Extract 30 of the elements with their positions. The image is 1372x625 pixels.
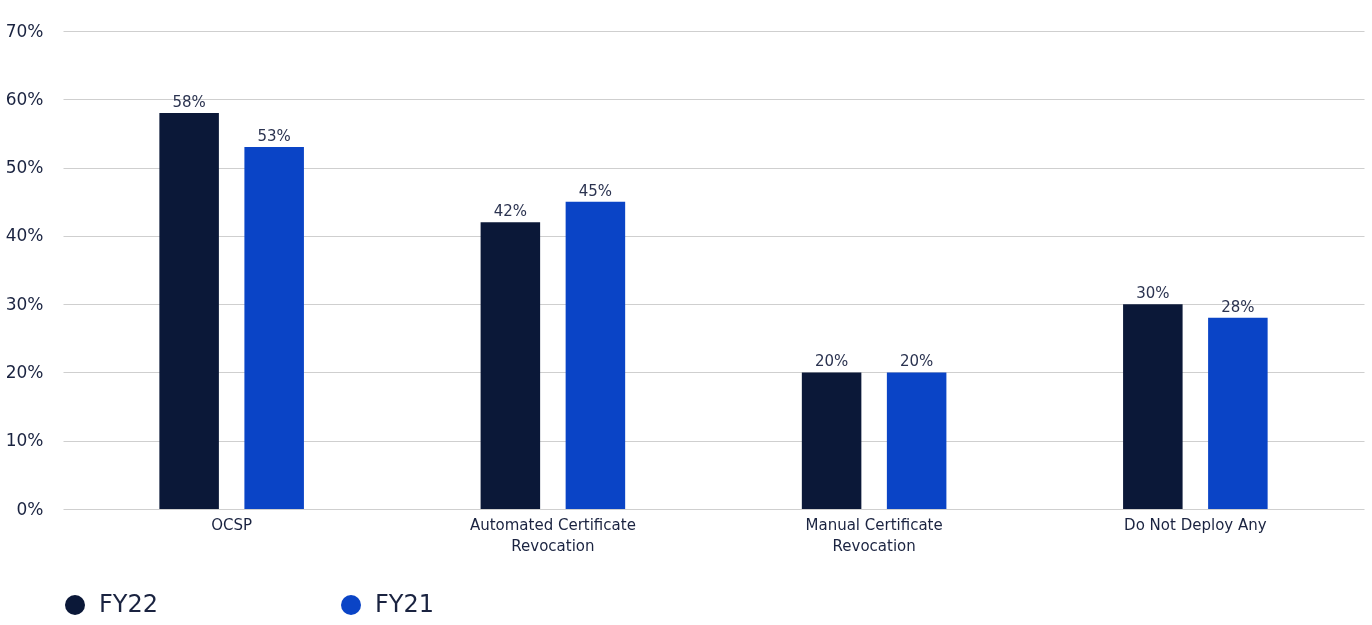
legend-label: FY22 <box>99 590 159 618</box>
bar <box>1208 317 1268 509</box>
y-tick-label: 30% <box>5 293 44 314</box>
x-tick-label: Do Not Deploy Any <box>1124 515 1267 534</box>
y-tick-label: 50% <box>5 157 44 178</box>
y-tick-label: 70% <box>5 20 44 41</box>
y-tick-label: 60% <box>5 88 44 109</box>
bar <box>1123 304 1183 509</box>
legend-label: FY21 <box>375 590 435 618</box>
data-label: 53% <box>257 127 291 146</box>
data-label: 42% <box>493 202 528 221</box>
data-label: 28% <box>1221 297 1255 316</box>
bar <box>565 201 626 509</box>
bar <box>244 147 304 509</box>
bar <box>801 372 862 509</box>
x-tick-label: Manual Certificate Revocation <box>805 515 943 555</box>
data-label: 58% <box>172 92 206 111</box>
y-tick-label: 20% <box>5 361 44 382</box>
data-label: 30% <box>1136 284 1170 303</box>
data-label: 20% <box>814 352 849 371</box>
x-tick-label: OCSP <box>211 515 253 534</box>
bar <box>480 222 541 509</box>
bar <box>886 372 947 509</box>
y-tick-label: 10% <box>5 430 44 451</box>
data-label: 20% <box>899 352 934 371</box>
y-tick-label: 0% <box>16 498 44 519</box>
bar <box>159 112 219 509</box>
x-tick-label: Automated Certificate Revocation <box>469 515 636 555</box>
data-label: 45% <box>578 181 613 200</box>
y-tick-label: 40% <box>5 225 44 246</box>
